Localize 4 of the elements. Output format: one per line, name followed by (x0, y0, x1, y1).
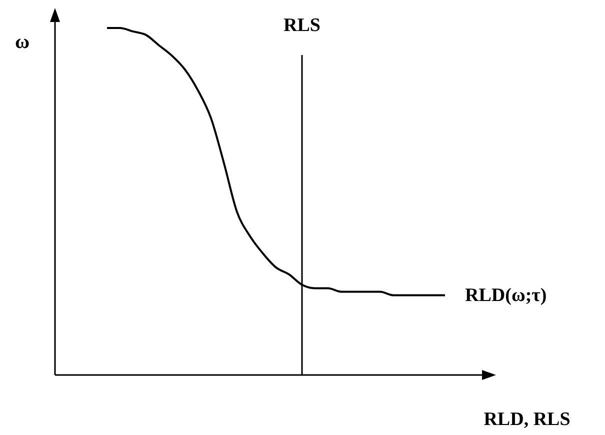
x-axis-title: RLD, RLS (484, 409, 570, 430)
y-axis-title: ω (15, 31, 30, 53)
annotation: RLS (284, 15, 320, 36)
series-label: RLD(ω;τ) (465, 285, 547, 306)
